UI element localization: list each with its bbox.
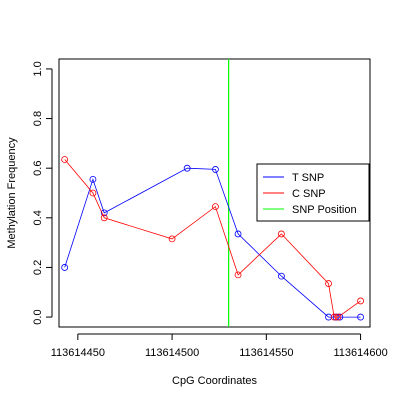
y-tick-label: 0.2 bbox=[32, 260, 44, 275]
x-tick-label: 113614550 bbox=[239, 347, 293, 359]
series-line-2 bbox=[64, 159, 361, 318]
x-tick-label: 113614500 bbox=[145, 347, 199, 359]
data-point bbox=[278, 272, 285, 280]
y-tick-label: 0.0 bbox=[32, 309, 44, 324]
y-tick-label: 0.8 bbox=[32, 111, 44, 126]
plot-frame bbox=[58, 58, 371, 328]
x-tick-label: 113614450 bbox=[51, 347, 105, 359]
series-layer bbox=[61, 156, 364, 321]
data-point bbox=[278, 230, 285, 238]
y-tick-label: 0.6 bbox=[32, 161, 44, 176]
y-tick-label: 0.4 bbox=[32, 210, 44, 225]
data-point bbox=[357, 313, 364, 321]
data-point bbox=[330, 313, 338, 321]
y-axis-title: Methylation Frequency bbox=[6, 137, 18, 249]
data-point bbox=[332, 313, 340, 321]
data-point bbox=[100, 214, 108, 222]
x-tick-label: 113614600 bbox=[333, 347, 387, 359]
data-point bbox=[89, 189, 97, 197]
data-point bbox=[234, 271, 242, 279]
x-axis-title: CpG Coordinates bbox=[172, 375, 257, 387]
y-axis: 0.0 0.2 0.4 0.6 0.8 1.0 bbox=[32, 61, 53, 325]
y-tick-label: 1.0 bbox=[32, 61, 44, 76]
data-point bbox=[357, 297, 364, 305]
legend: T SNP C SNP SNP Position bbox=[256, 163, 370, 222]
x-axis: 113614450 113614500 113614550 113614600 bbox=[51, 333, 388, 359]
data-point bbox=[183, 164, 191, 172]
data-point bbox=[89, 175, 97, 183]
data-point bbox=[168, 235, 176, 243]
legend-label: SNP Position bbox=[292, 204, 357, 216]
data-point bbox=[100, 209, 108, 217]
data-point bbox=[334, 313, 342, 321]
data-point bbox=[212, 203, 219, 211]
data-point bbox=[61, 264, 69, 271]
data-point bbox=[234, 230, 242, 238]
data-point bbox=[61, 156, 69, 163]
legend-label: C SNP bbox=[292, 188, 326, 200]
legend-label: T SNP bbox=[292, 172, 324, 184]
data-point bbox=[212, 166, 219, 173]
data-point bbox=[325, 280, 332, 287]
